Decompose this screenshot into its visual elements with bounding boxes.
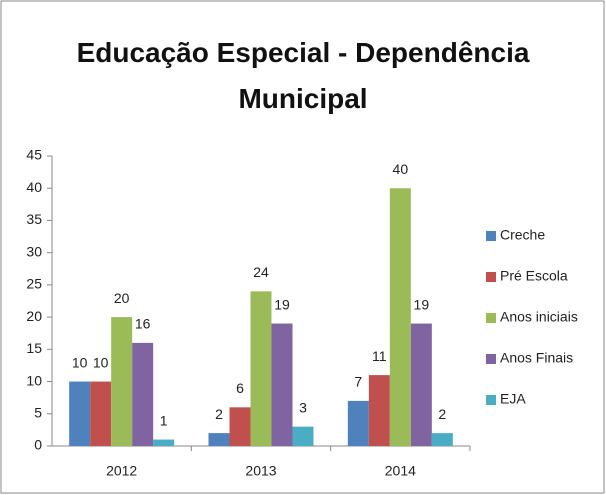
x-tick-label: 2014 — [385, 463, 416, 479]
bar — [431, 433, 453, 446]
data-label: 16 — [135, 316, 151, 332]
legend-swatch — [486, 354, 496, 364]
legend-swatch — [486, 231, 496, 241]
data-label: 11 — [372, 348, 387, 364]
data-label: 40 — [393, 161, 409, 177]
legend-label: Creche — [500, 227, 545, 243]
legend-swatch — [486, 272, 496, 282]
y-tick-label: 5 — [34, 404, 42, 420]
bar — [208, 433, 230, 446]
y-tick-label: 45 — [26, 147, 42, 163]
data-label: 19 — [274, 296, 290, 312]
legend-label: Anos Finais — [500, 350, 573, 366]
bar — [111, 317, 133, 446]
y-tick-label: 40 — [26, 179, 42, 195]
data-label: 10 — [93, 354, 109, 370]
legend-swatch — [486, 313, 496, 323]
legend-label: EJA — [500, 391, 526, 407]
legend-label: Pré Escola — [500, 268, 568, 284]
chart-title: Educação Especial - Dependência Municipa… — [76, 37, 530, 114]
y-tick-label: 10 — [26, 372, 42, 388]
x-tick-label: 2012 — [106, 463, 137, 479]
bar — [410, 323, 432, 446]
y-tick-label: 35 — [26, 211, 42, 227]
bar — [292, 426, 314, 446]
y-tick-label: 25 — [26, 276, 42, 292]
x-tick-label: 2013 — [245, 463, 276, 479]
bar — [132, 342, 154, 446]
bar — [69, 381, 91, 446]
bar — [271, 323, 293, 446]
y-tick-label: 15 — [26, 340, 42, 356]
bar — [153, 439, 175, 446]
legend-label: Anos iniciais — [500, 309, 578, 325]
y-tick-label: 0 — [34, 437, 42, 453]
data-label: 2 — [438, 406, 446, 422]
data-label: 2 — [215, 406, 223, 422]
bar — [90, 381, 112, 446]
data-label: 24 — [253, 264, 269, 280]
data-label: 10 — [72, 354, 88, 370]
data-label: 7 — [354, 374, 362, 390]
data-label: 3 — [299, 399, 307, 415]
data-label: 6 — [236, 380, 244, 396]
bar — [250, 291, 272, 446]
bar — [347, 400, 369, 446]
legend-swatch — [486, 395, 496, 405]
y-tick-label: 30 — [26, 243, 42, 259]
bar — [389, 188, 411, 446]
data-label: 20 — [114, 290, 130, 306]
bar — [368, 375, 390, 446]
data-label: 1 — [160, 412, 168, 428]
bar — [229, 407, 251, 446]
y-tick-label: 20 — [26, 308, 42, 324]
data-label: 19 — [414, 296, 430, 312]
